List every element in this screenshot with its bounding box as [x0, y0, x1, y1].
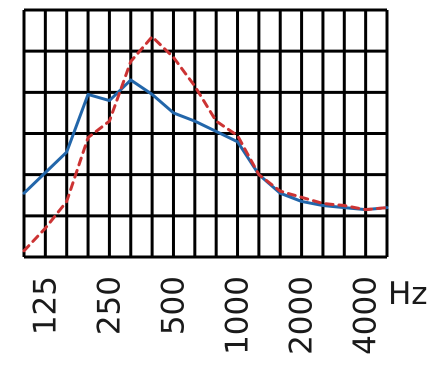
x-tick-label: 500: [155, 276, 191, 335]
series-line-solid: [22, 78, 389, 212]
x-tick-label: 2000: [284, 276, 320, 355]
chart-grid: [22, 8, 389, 259]
x-axis-tick-labels: 125 250 500 1000 2000 4000: [27, 276, 383, 355]
x-tick-label: 250: [91, 276, 127, 335]
x-axis-unit-label: Hz: [388, 276, 428, 312]
x-tick-label: 125: [27, 276, 63, 335]
chart-series-group: [22, 35, 389, 253]
x-tick-label: 4000: [348, 276, 384, 355]
x-tick-label: 1000: [220, 276, 256, 355]
series-line-dashed: [22, 35, 389, 253]
